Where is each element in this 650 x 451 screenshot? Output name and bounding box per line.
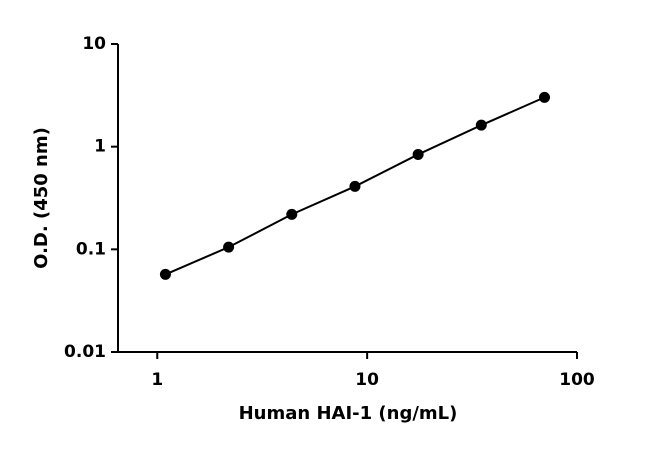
data-point (349, 180, 361, 192)
x-tick-label: 100 (559, 370, 595, 390)
data-point (475, 119, 487, 131)
x-axis-title: Human HAI-1 (ng/mL) (239, 403, 458, 424)
y-tick-label: 10 (82, 34, 106, 54)
data-point (412, 148, 424, 160)
y-tick-label: 0.1 (76, 239, 106, 259)
data-point (286, 208, 298, 220)
data-point (223, 241, 235, 253)
y-tick-label: 0.01 (64, 342, 106, 362)
data-point (538, 91, 550, 103)
y-tick-label: 1 (94, 137, 106, 157)
x-tick-label: 1 (151, 370, 163, 390)
data-point (159, 268, 171, 280)
x-tick-label: 10 (355, 370, 379, 390)
y-axis-title: O.D. (450 nm) (31, 127, 52, 269)
